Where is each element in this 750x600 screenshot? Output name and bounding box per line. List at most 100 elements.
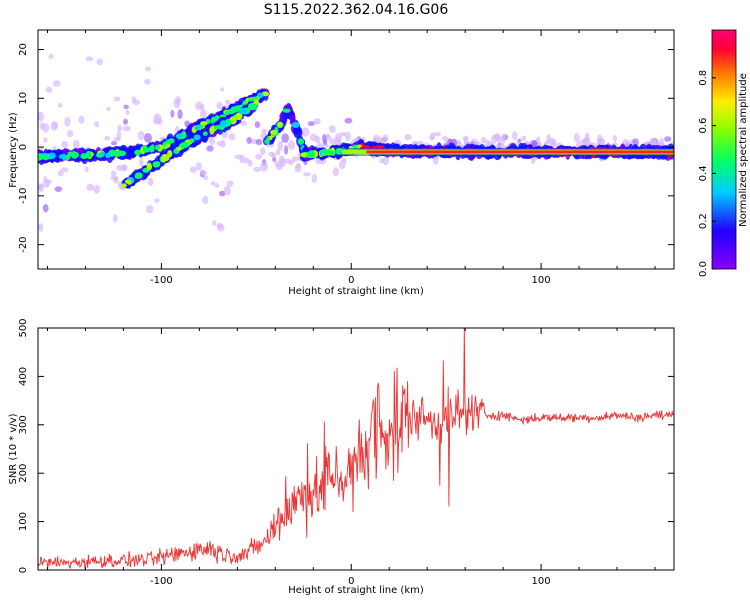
- noise-blob: [325, 133, 330, 139]
- ridge-peak: [100, 151, 105, 157]
- noise-blob: [221, 131, 228, 139]
- ridge-peak: [291, 122, 300, 128]
- ridge-peak: [173, 149, 178, 154]
- noise-blob: [177, 109, 183, 120]
- noise-blob: [322, 133, 327, 144]
- noise-blob: [67, 130, 74, 138]
- noise-blob: [328, 125, 336, 134]
- ridge-peak: [167, 150, 173, 158]
- noise-blob: [145, 66, 152, 72]
- noise-blob: [78, 115, 85, 124]
- noise-blob: [433, 131, 442, 137]
- snr-ylabel: SNR (10 * v/v): [8, 413, 19, 484]
- y-tick-label: 200: [18, 464, 29, 483]
- noise-blob: [96, 58, 103, 66]
- noise-blob: [125, 109, 130, 116]
- noise-blob: [154, 198, 160, 203]
- y-tick-label: 300: [18, 415, 29, 434]
- ridge-peak: [121, 183, 127, 188]
- noise-blob: [117, 124, 123, 132]
- noise-blob: [243, 157, 250, 164]
- noise-blob: [428, 135, 435, 141]
- ridge-peak: [200, 121, 208, 126]
- noise-blob: [432, 155, 439, 165]
- y-tick-label: 400: [18, 367, 29, 386]
- ridge-peak: [80, 153, 88, 160]
- noise-blob: [456, 140, 461, 145]
- noise-blob: [332, 166, 339, 177]
- snr-frame: [37, 327, 675, 571]
- colorbar-tick-label: 0.4: [698, 165, 709, 181]
- noise-blob: [45, 86, 53, 93]
- noise-blob: [122, 118, 128, 125]
- noise-blob: [303, 172, 311, 177]
- noise-blob: [261, 128, 268, 133]
- spectrogram-xlabel: Height of straight line (km): [288, 286, 424, 297]
- noise-blob: [206, 145, 214, 152]
- noise-blob: [153, 113, 162, 123]
- noise-blob: [72, 139, 80, 150]
- ridge-peak: [202, 131, 208, 136]
- noise-blob: [111, 140, 117, 146]
- noise-blob: [288, 140, 296, 151]
- figure-title: S115.2022.362.04.16.G06: [264, 2, 449, 18]
- noise-blob: [189, 166, 198, 174]
- ridge-peak: [175, 133, 183, 139]
- noise-blob: [584, 132, 590, 143]
- noise-blob: [214, 183, 220, 188]
- noise-blob: [283, 158, 292, 164]
- ridge-peak: [154, 144, 160, 150]
- noise-blob: [170, 109, 175, 118]
- noise-blob: [278, 155, 285, 165]
- y-tick-label: 20: [18, 43, 29, 56]
- noise-blob: [277, 140, 284, 151]
- noise-blob: [344, 117, 353, 124]
- ridge-peak: [233, 107, 240, 112]
- ridge-peak: [193, 134, 201, 141]
- noise-blob: [260, 162, 268, 172]
- noise-blob: [199, 109, 207, 119]
- noise-blob: [536, 136, 541, 143]
- noise-blob: [210, 181, 216, 186]
- colorbar-tick-label: 0.2: [698, 213, 709, 229]
- noise-blob: [38, 223, 44, 232]
- x-tick-label: -100: [150, 275, 173, 286]
- noise-blob: [122, 125, 131, 132]
- noise-blob: [195, 101, 203, 111]
- noise-blob: [144, 78, 151, 85]
- noise-blob: [512, 131, 518, 141]
- noise-blob: [212, 220, 217, 226]
- noise-blob: [38, 111, 44, 122]
- noise-blob: [260, 147, 266, 156]
- noise-blob: [54, 186, 63, 193]
- noise-blob: [291, 156, 298, 163]
- noise-blob: [61, 167, 69, 172]
- noise-blob: [301, 127, 310, 137]
- ridge-peak: [67, 151, 73, 157]
- noise-blob: [255, 153, 263, 160]
- noise-blob: [382, 134, 389, 142]
- ridge-peak: [143, 147, 150, 153]
- snr-background: [38, 328, 674, 570]
- noise-blob: [612, 134, 617, 142]
- noise-blob: [548, 138, 556, 144]
- ridge-blob: [126, 150, 133, 158]
- noise-blob: [123, 104, 129, 110]
- ridge-peak: [38, 153, 44, 161]
- ridge-peak: [308, 150, 315, 158]
- noise-blob: [480, 136, 487, 144]
- noise-blob: [131, 96, 137, 102]
- noise-blob: [200, 170, 208, 176]
- ridge-peak: [134, 149, 142, 156]
- y-tick-label: 0: [18, 144, 29, 150]
- noise-blob: [57, 170, 64, 177]
- colorbar-tick-label: 0.6: [698, 118, 709, 134]
- noise-blob: [42, 176, 48, 182]
- noise-blob: [137, 130, 145, 140]
- ridge-peak: [165, 143, 171, 148]
- ridge-peak: [71, 150, 76, 159]
- noise-blob: [104, 135, 111, 141]
- noise-blob: [284, 145, 289, 155]
- y-tick-label: 500: [18, 318, 29, 337]
